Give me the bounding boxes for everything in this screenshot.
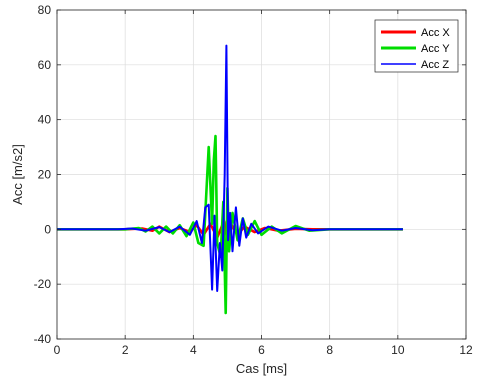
y-tick-label: 0	[44, 222, 51, 236]
legend: Acc X Acc Y Acc Z	[374, 19, 459, 73]
x-tick-label: 4	[190, 343, 197, 357]
x-tick-label: 2	[122, 343, 129, 357]
series-line-acc-z	[57, 44, 403, 292]
axis-ticks: 0 2 4 6 8 10 12 -40 -20 0 20 40 60 80	[34, 3, 473, 357]
x-tick-label: 10	[391, 343, 405, 357]
y-tick-label: -20	[34, 277, 52, 291]
y-tick-label: 60	[38, 58, 52, 72]
y-tick-label: 80	[38, 3, 52, 17]
y-tick-label: 20	[38, 168, 52, 182]
y-tick-label: 40	[38, 113, 52, 127]
legend-entry-label: Acc Y	[421, 43, 450, 55]
legend-entry-label: Acc Z	[421, 59, 449, 71]
x-axis-label: Cas [ms]	[236, 361, 287, 376]
x-tick-label: 6	[258, 343, 265, 357]
y-axis-label: Acc [m/s2]	[10, 144, 25, 205]
x-tick-label: 12	[459, 343, 473, 357]
series-layer	[57, 44, 403, 315]
legend-entry-label: Acc X	[421, 27, 450, 39]
y-tick-label: -40	[34, 332, 52, 346]
x-tick-label: 8	[326, 343, 333, 357]
x-tick-label: 0	[54, 343, 61, 357]
